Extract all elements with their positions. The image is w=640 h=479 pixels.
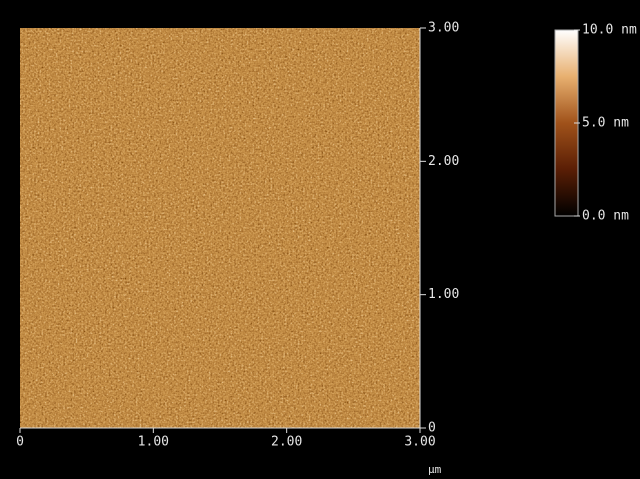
colorbar-tick-label: 5.0 nm [582, 116, 629, 131]
x-tick-label: 2.00 [271, 435, 302, 450]
height-map [20, 28, 420, 428]
colorbar-tick-label: 0.0 nm [582, 209, 629, 224]
y-tick-label: 2.00 [428, 154, 459, 169]
y-tick-label: 0 [428, 421, 436, 436]
x-tick-label: 0 [16, 435, 24, 450]
y-tick-label: 1.00 [428, 287, 459, 302]
afm-view: µm 01.002.003.0001.002.003.000.0 nm5.0 n… [0, 0, 640, 479]
y-tick-label: 3.00 [428, 21, 459, 36]
colorbar-tick-label: 10.0 nm [582, 23, 637, 38]
x-axis-unit: µm [428, 463, 442, 476]
x-tick-label: 3.00 [404, 435, 435, 450]
x-tick-label: 1.00 [138, 435, 169, 450]
